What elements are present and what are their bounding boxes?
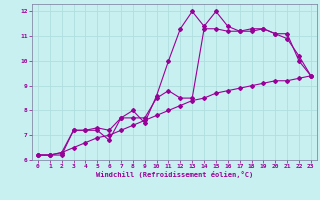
X-axis label: Windchill (Refroidissement éolien,°C): Windchill (Refroidissement éolien,°C) (96, 171, 253, 178)
